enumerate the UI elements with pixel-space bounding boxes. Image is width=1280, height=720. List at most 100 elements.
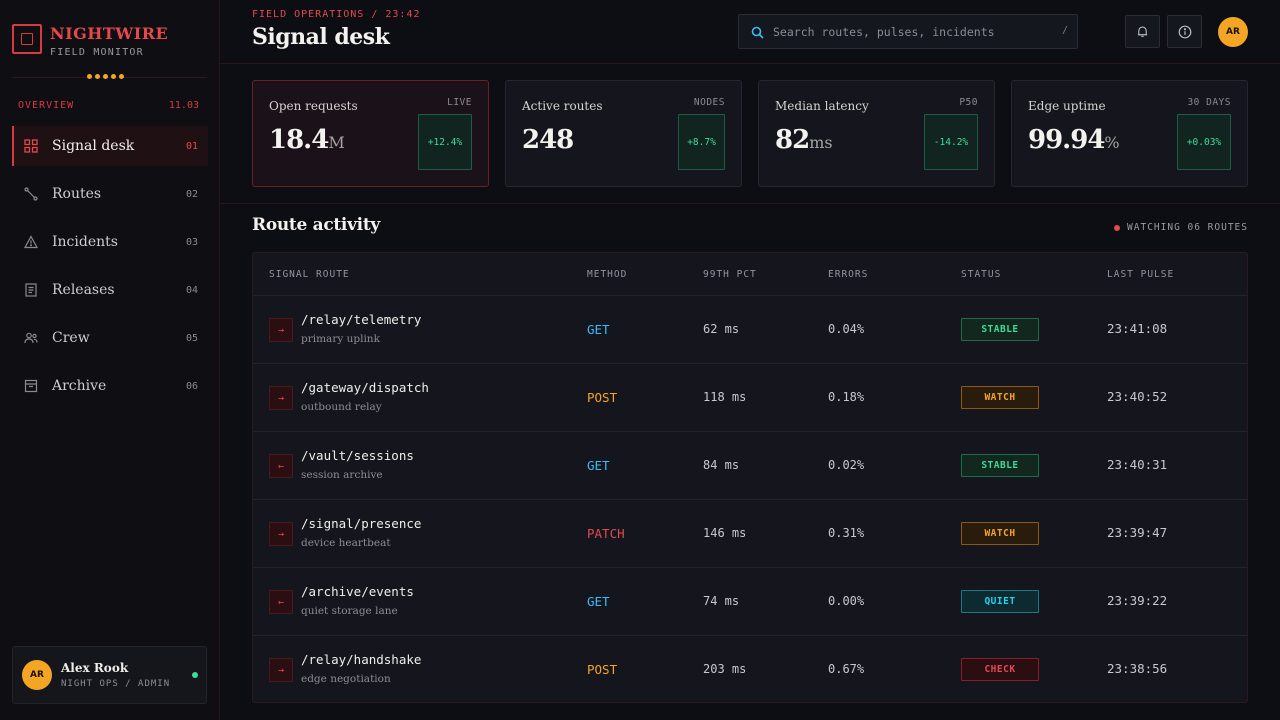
section-title: Route activity [252, 215, 380, 235]
route-table: SIGNAL ROUTE METHOD 99TH PCT ERRORS STAT… [252, 252, 1248, 703]
route-description: device heartbeat [301, 537, 391, 549]
route-path[interactable]: /archive/events [301, 584, 414, 599]
route-p99: 203 ms [703, 662, 747, 676]
search-box[interactable]: / [738, 14, 1078, 49]
user-card[interactable]: AR Alex Rook NIGHT OPS / ADMIN [12, 646, 207, 704]
status-badge: STABLE [961, 454, 1039, 477]
dot [111, 74, 116, 79]
table-row[interactable]: → /gateway/dispatch outbound relay POST 118 … [253, 363, 1247, 431]
stat-value: 248 [522, 125, 574, 155]
status-badge: WATCH [961, 522, 1039, 545]
stat-card-open-requests[interactable]: Open requests LIVE 18.4M +12.4% [252, 80, 489, 187]
column-header-errors[interactable]: ERRORS [828, 269, 869, 280]
route-path[interactable]: /signal/presence [301, 516, 422, 531]
table-row[interactable]: → /signal/presence device heartbeat PATCH 14… [253, 499, 1247, 567]
sidebar-item-number: 01 [185, 140, 198, 152]
route-errors: 0.31% [828, 526, 865, 540]
stat-unit: M [328, 133, 345, 152]
dot [119, 74, 124, 79]
search-input[interactable] [773, 22, 1053, 42]
sidebar-item-number: 06 [185, 380, 198, 392]
brand-subtitle: FIELD MONITOR [50, 47, 144, 58]
info-button[interactable] [1167, 15, 1202, 48]
column-header-p99[interactable]: 99TH PCT [703, 269, 757, 280]
stat-label: Edge uptime [1028, 99, 1106, 113]
user-role: NIGHT OPS / ADMIN [61, 679, 171, 689]
stat-label: Active routes [522, 99, 603, 113]
column-header-method[interactable]: METHOD [587, 269, 628, 280]
notifications-button[interactable] [1125, 15, 1160, 48]
brand-logo-icon [12, 24, 42, 54]
breadcrumb: FIELD OPERATIONS / 23:42 [252, 9, 421, 20]
sidebar-item-routes[interactable]: Routes 02 [12, 174, 208, 214]
route-p99: 118 ms [703, 390, 747, 404]
stat-label: Median latency [775, 99, 869, 113]
stat-value: 82ms [775, 125, 833, 155]
stat-number: 99.94 [1028, 125, 1105, 155]
document-icon [25, 283, 37, 297]
info-icon [1178, 25, 1191, 38]
route-p99: 146 ms [703, 526, 747, 540]
table-row[interactable]: → /relay/telemetry primary uplink GET 62 ms 0… [253, 295, 1247, 363]
stat-number: 18.4 [269, 125, 329, 155]
sidebar-item-crew[interactable]: Crew 05 [12, 318, 208, 358]
user-avatar-button[interactable]: AR [1218, 17, 1248, 47]
stat-tag: P50 [959, 97, 978, 108]
avatar: AR [22, 660, 52, 690]
status-badge: WATCH [961, 386, 1039, 409]
table-row[interactable]: ← /archive/events quiet storage lane GET 74 … [253, 567, 1247, 635]
sidebar-item-incidents[interactable]: Incidents 03 [12, 222, 208, 262]
table-row[interactable]: ← /vault/sessions session archive GET 84 ms 0… [253, 431, 1247, 499]
stat-unit: ms [809, 133, 833, 152]
route-direction-icon: → [269, 522, 293, 546]
route-last-pulse: 23:39:47 [1107, 525, 1168, 540]
table-row[interactable]: → /relay/handshake edge negotiation POST 203… [253, 635, 1247, 702]
dot [87, 74, 92, 79]
sidebar-divider [12, 77, 207, 78]
crew-icon [24, 332, 38, 344]
watching-label: WATCHING 06 ROUTES [1127, 222, 1248, 233]
archive-icon [24, 379, 38, 393]
stat-card-active-routes[interactable]: Active routes NODES 248 +8.7% [505, 80, 742, 187]
column-header-last-pulse[interactable]: LAST PULSE [1107, 269, 1175, 280]
stat-tag: LIVE [447, 97, 472, 108]
sidebar-item-label: Crew [52, 330, 90, 346]
route-method: POST [587, 662, 618, 677]
grid-icon [24, 139, 38, 153]
sidebar-item-signal-desk[interactable]: Signal desk 01 [12, 126, 208, 166]
route-errors: 0.02% [828, 458, 865, 472]
section-divider [220, 203, 1280, 204]
dot [95, 74, 100, 79]
route-path[interactable]: /vault/sessions [301, 448, 414, 463]
column-header-status[interactable]: STATUS [961, 269, 1002, 280]
section-date: 11.03 [168, 100, 199, 111]
stat-card-median-latency[interactable]: Median latency P50 82ms -14.2% [758, 80, 995, 187]
route-path[interactable]: /relay/telemetry [301, 312, 422, 327]
stat-label: Open requests [269, 99, 358, 113]
route-path[interactable]: /relay/handshake [301, 652, 422, 667]
sidebar-item-label: Releases [52, 282, 115, 298]
stat-delta: +0.03% [1177, 114, 1231, 170]
stat-value: 18.4M [269, 125, 345, 155]
sidebar-item-label: Signal desk [52, 138, 135, 154]
brand-name: NIGHTWIRE [50, 24, 169, 43]
column-header-route[interactable]: SIGNAL ROUTE [269, 269, 350, 280]
route-direction-icon: → [269, 386, 293, 410]
route-errors: 0.00% [828, 594, 865, 608]
live-dot [1114, 224, 1121, 231]
stat-card-edge-uptime[interactable]: Edge uptime 30 DAYS 99.94% +0.03% [1011, 80, 1248, 187]
sidebar-item-label: Routes [52, 186, 102, 202]
route-description: outbound relay [301, 401, 382, 413]
sidebar-item-number: 02 [185, 188, 198, 200]
sidebar-item-releases[interactable]: Releases 04 [12, 270, 208, 310]
sidebar-item-archive[interactable]: Archive 06 [12, 366, 208, 406]
stat-unit: % [1104, 133, 1120, 152]
route-path[interactable]: /gateway/dispatch [301, 380, 429, 395]
route-method: PATCH [587, 526, 625, 541]
status-badge: CHECK [961, 658, 1039, 681]
search-icon [751, 26, 764, 39]
route-p99: 62 ms [703, 322, 740, 336]
brand[interactable]: NIGHTWIRE FIELD MONITOR [12, 24, 168, 58]
route-last-pulse: 23:41:08 [1107, 321, 1168, 336]
user-name: Alex Rook [61, 661, 129, 675]
